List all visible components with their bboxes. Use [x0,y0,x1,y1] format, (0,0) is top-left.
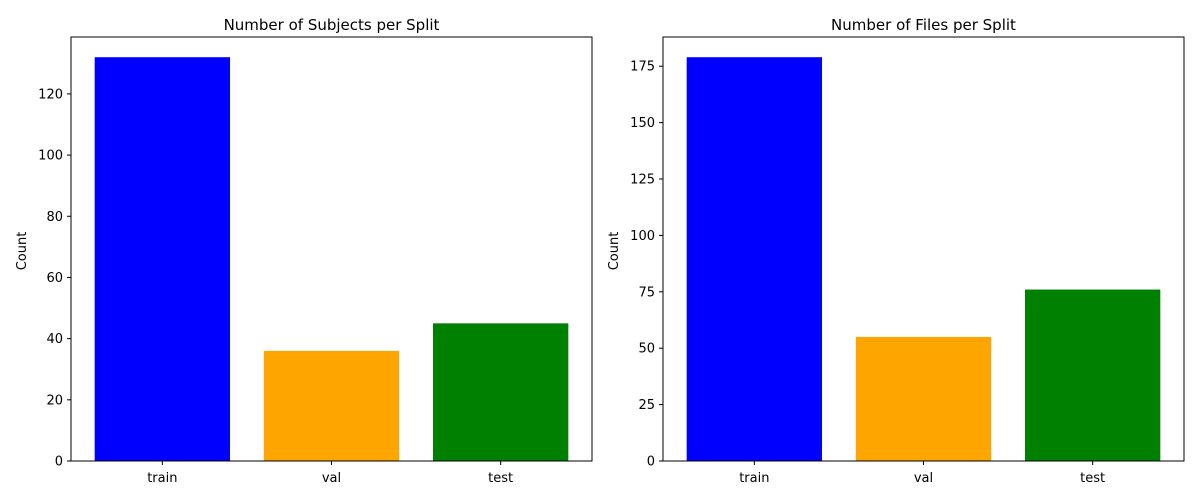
y-tick-label: 120 [38,87,63,102]
plot-frame [662,36,1185,462]
subjects-chart: Number of Subjects per Split Count train… [15,16,593,486]
y-tick-label: 40 [46,332,63,347]
y-axis-label: Count [15,232,30,271]
bar-test [432,323,569,461]
bar-val [855,336,992,461]
x-tick-label: val [914,471,933,486]
y-tick-label: 100 [630,229,655,244]
x-tick-label: train [739,471,769,486]
y-tick-label: 0 [55,455,63,470]
y-tick-label: 25 [638,398,655,413]
files-chart: Number of Files per Split Count train val… [607,16,1185,486]
y-tick-label: 175 [630,60,655,75]
bar-train [686,57,823,461]
x-tick-label: train [147,471,177,486]
y-tick-label: 125 [630,173,655,188]
chart-title: Number of Subjects per Split [224,16,440,34]
y-tick-label: 0 [647,455,655,470]
y-axis-label: Count [607,232,622,271]
y-tick-label: 75 [638,285,655,300]
bar-train [94,57,231,461]
tick-group: train val test 0 20 40 60 80 100 120 [38,87,513,486]
chart-title: Number of Files per Split [831,16,1016,34]
x-tick-label: val [322,471,341,486]
y-tick-label: 80 [46,210,63,225]
tick-group: train val test 0 25 50 75 100 125 150 175 [630,60,1105,486]
y-tick-label: 150 [630,116,655,131]
x-tick-label: test [1080,471,1105,486]
y-tick-label: 20 [46,393,63,408]
x-tick-label: test [488,471,513,486]
bar-group [686,57,1161,461]
bar-test [1024,289,1161,461]
y-tick-label: 50 [638,342,655,357]
plot-frame [70,36,593,462]
y-tick-label: 60 [46,271,63,286]
bar-group [94,57,569,461]
y-tick-label: 100 [38,149,63,164]
bar-val [263,350,400,461]
